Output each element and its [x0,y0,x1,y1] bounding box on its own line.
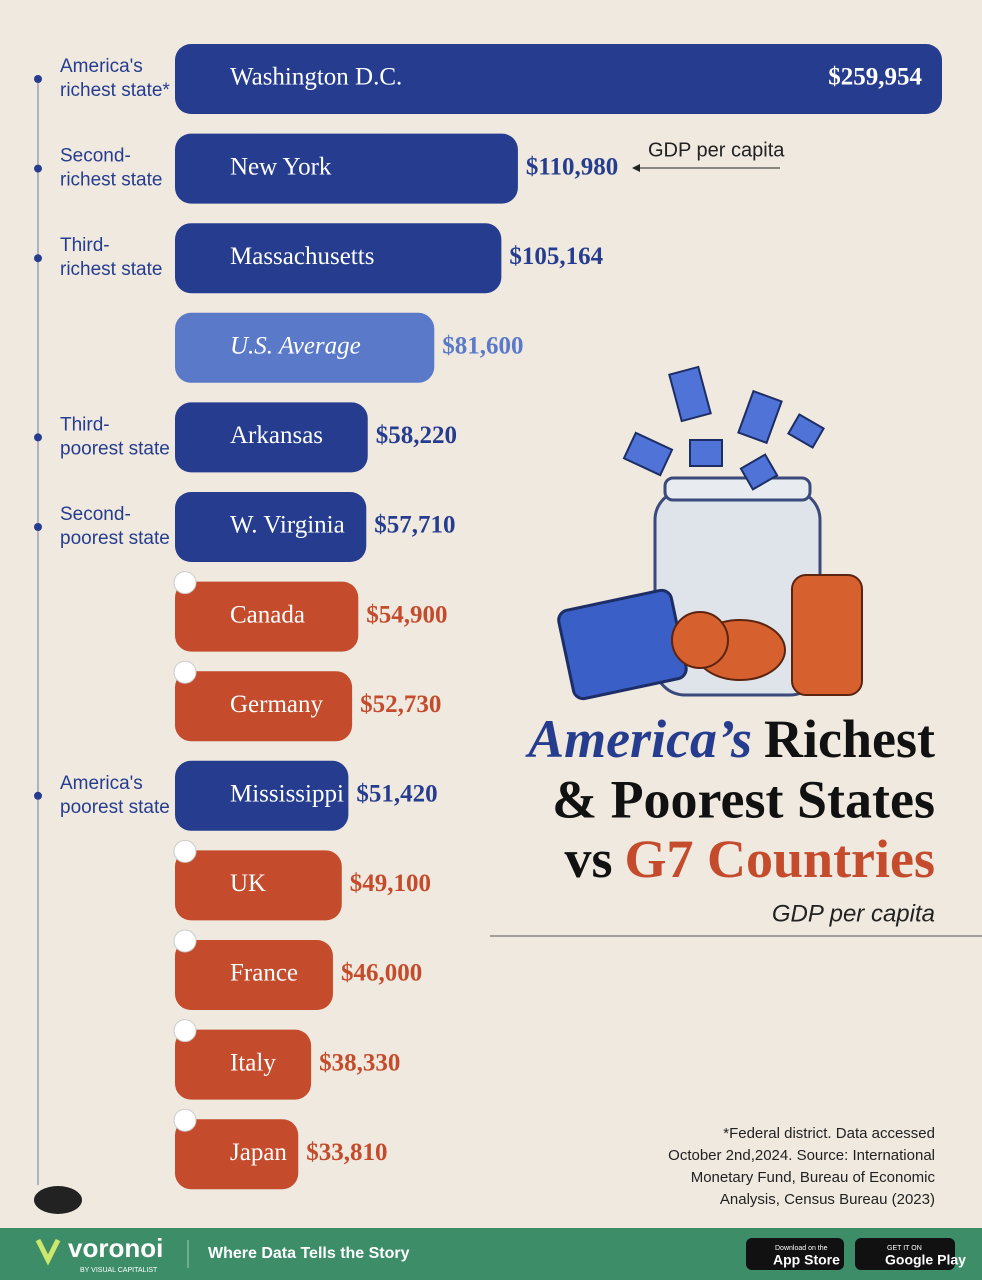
timeline-dot [34,523,42,531]
bar [175,1029,312,1100]
side-label: richest state* [60,80,170,101]
side-label: Second- [60,504,131,525]
bar [175,312,435,383]
title-part: vs [564,829,612,889]
bar-label: France [230,960,298,987]
bar-label: W. Virginia [230,512,345,539]
app-store-badge[interactable] [746,1238,844,1270]
flag [173,660,197,684]
side-label: richest state [60,170,162,191]
bar-label: New York [230,153,332,180]
tagline: Where Data Tells the Story [208,1245,410,1262]
chart-title: & Poorest States [552,769,935,829]
brand: voronoi [68,1233,163,1263]
timeline-dot [34,433,42,442]
value-label: $52,730 [360,691,441,718]
logo [35,1238,61,1266]
bar-label: Italy [230,1049,276,1076]
chart-title: vs G7 Countries [564,829,935,889]
timeline-dot [34,254,42,263]
bills [622,365,825,491]
illustration [557,365,863,701]
side-label: poorest state [60,438,170,459]
title-part: America’s [525,709,752,769]
side-label: richest state [60,259,162,280]
brand-mark [34,1186,82,1214]
badge-small: GET IT ON [887,1245,922,1252]
timeline-dot [34,164,42,173]
value-label: $54,900 [366,601,447,628]
value-label: $38,330 [319,1049,400,1076]
title-part: Richest [764,709,935,769]
value-label: $46,000 [341,960,422,987]
footnote: Analysis, Census Bureau (2023) [720,1191,935,1208]
footnote: *Federal district. Data accessed [723,1125,935,1142]
value-label: $51,420 [356,781,437,808]
side-label: America's [60,56,143,77]
bar-label: Germany [230,691,324,718]
footnote: October 2nd,2024. Source: International [668,1147,935,1164]
timeline-dot [34,791,42,800]
footnote: Monetary Fund, Bureau of Economic [691,1169,936,1186]
google-play-badge[interactable] [855,1238,955,1270]
bar [175,44,942,114]
bar [175,581,359,652]
side-label: Second- [60,146,131,167]
bar-label: Arkansas [230,422,323,449]
bar [175,402,368,473]
bar-label: Mississippi [230,781,344,808]
bar [175,940,333,1010]
flag [173,1108,197,1132]
value-label: $81,600 [442,333,523,360]
coins [671,574,863,696]
bar-label: UK [230,870,266,897]
side-label: Third- [60,414,110,435]
value-label: $58,220 [376,422,457,449]
bar-label: Japan [230,1139,287,1166]
flag [173,839,197,863]
flag [173,929,197,953]
bar [175,850,342,921]
annotation-arrow [632,164,640,172]
value-label: $57,710 [374,512,455,539]
jar-lid [663,476,812,502]
bar-label: U.S. Average [230,333,361,360]
bar-label: Washington D.C. [230,64,402,91]
value-label: $49,100 [350,870,431,897]
side-label: America's [60,773,143,794]
side-label: Third- [60,235,110,256]
bar [175,671,353,742]
bar [175,1119,299,1190]
subtitle: GDP per capita [772,900,935,927]
flag [173,571,197,595]
flag [173,1019,197,1043]
value-label: $33,810 [306,1139,387,1166]
side-label: poorest state [60,528,170,549]
badge-small: Download on the [775,1245,828,1252]
bar-label: Massachusetts [230,243,374,270]
brand-sub: BY VISUAL CAPITALIST [80,1267,158,1274]
bar [175,492,367,562]
side-label: poorest state [60,797,170,818]
chart-title: America’s Richest [525,709,935,769]
value-label: $259,954 [828,64,922,91]
value-label: $110,980 [526,153,618,180]
timeline-dot [34,75,42,83]
value-label: $105,164 [509,243,603,270]
annotation: GDP per capita [648,139,785,161]
bar-label: Canada [230,601,305,628]
bar [175,760,349,831]
badge-text: App Store [773,1252,840,1268]
title-part: G7 Countries [625,829,936,889]
badge-text: Google Play [885,1252,966,1268]
bar [175,223,502,294]
bar [175,133,518,204]
